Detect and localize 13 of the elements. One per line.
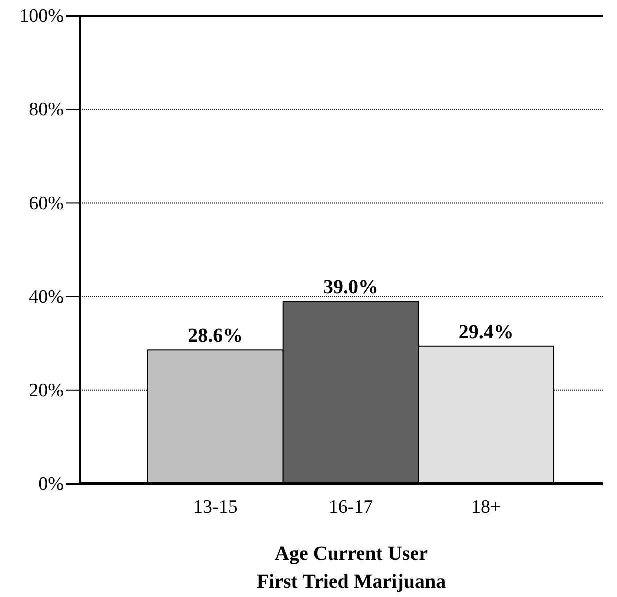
data-label: 28.6% (188, 325, 244, 348)
y-tick-label: 0% (38, 474, 64, 496)
y-tick-label: 60% (29, 193, 64, 214)
x-tick-label: 13-15 (194, 497, 238, 518)
x-axis-title: Age Current User First Tried Marijuana (256, 543, 446, 593)
y-tick-label: 100% (20, 6, 64, 28)
data-label: 39.0% (324, 276, 378, 298)
x-tick-label: 18+ (471, 497, 502, 518)
y-tick-label: 20% (29, 380, 64, 402)
x-tick-label: 16-17 (328, 497, 374, 518)
data-label: 29.4% (458, 321, 514, 344)
y-tick-label: 80% (29, 100, 64, 121)
y-tick-label: 40% (29, 286, 64, 308)
